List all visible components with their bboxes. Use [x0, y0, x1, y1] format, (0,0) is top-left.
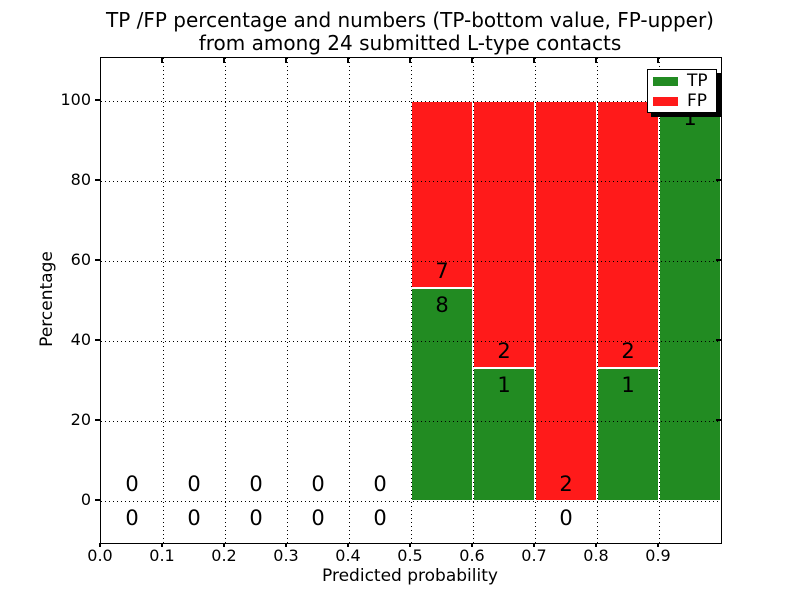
fp-count-label: 0 — [249, 472, 263, 496]
tp-count-label: 0 — [249, 506, 263, 530]
fp-bar-segment — [535, 101, 597, 501]
chart-title: TP /FP percentage and numbers (TP-bottom… — [100, 9, 720, 55]
gridline-vertical — [225, 58, 226, 543]
fp-count-label: 0 — [187, 472, 201, 496]
x-tick-label: 0.1 — [149, 546, 175, 565]
tp-bar-segment — [659, 101, 721, 501]
legend-item-tp: TP — [653, 70, 710, 91]
x-tick-top — [223, 58, 225, 63]
gridline-horizontal — [101, 261, 721, 262]
y-tick-right — [716, 179, 721, 181]
fp-count-label: 0 — [125, 472, 139, 496]
gridline-vertical — [597, 58, 598, 543]
gridline-horizontal — [101, 421, 721, 422]
x-tick-top — [161, 58, 163, 63]
tp-count-label: 0 — [311, 506, 325, 530]
gridline-horizontal — [101, 181, 721, 182]
chart-title-line2: from among 24 submitted L-type contacts — [198, 31, 622, 55]
gridline-vertical — [163, 58, 164, 543]
y-tick-right — [716, 339, 721, 341]
legend-item-fp: FP — [653, 90, 710, 111]
tp-count-label: 0 — [125, 506, 139, 530]
x-tick-label: 0.0 — [87, 546, 113, 565]
x-tick — [595, 543, 597, 547]
x-tick-label: 0.7 — [521, 546, 547, 565]
fp-count-label: 2 — [621, 339, 635, 363]
fp-legend-swatch-icon — [653, 96, 678, 106]
tp-count-label: 8 — [435, 293, 449, 317]
fp-count-label: 0 — [311, 472, 325, 496]
tp-legend-swatch-icon — [653, 76, 678, 86]
gridline-vertical — [411, 58, 412, 543]
y-tick — [95, 99, 100, 101]
x-tick-label: 0.8 — [583, 546, 609, 565]
x-tick-label: 0.6 — [459, 546, 485, 565]
gridline-vertical — [287, 58, 288, 543]
tp-count-label: 0 — [187, 506, 201, 530]
y-tick — [95, 339, 100, 341]
x-tick-top — [285, 58, 287, 63]
x-axis-label: Predicted probability — [322, 566, 498, 586]
x-tick-label: 0.2 — [211, 546, 237, 565]
y-tick-right — [716, 259, 721, 261]
fp-count-label: 2 — [559, 472, 573, 496]
y-tick — [95, 499, 100, 501]
tp-legend-label: TP — [687, 70, 708, 91]
fp-bar-segment — [597, 101, 659, 368]
tp-count-label: 0 — [559, 506, 573, 530]
x-tick — [347, 543, 349, 547]
x-tick — [409, 543, 411, 547]
y-tick — [95, 419, 100, 421]
gridline-vertical — [473, 58, 474, 543]
x-tick-label: 0.9 — [645, 546, 671, 565]
x-tick-top — [471, 58, 473, 63]
x-tick-top — [657, 58, 659, 63]
fp-legend-label: FP — [687, 90, 708, 111]
gridline-vertical — [659, 58, 660, 543]
x-tick — [223, 543, 225, 547]
y-tick-label: 40 — [70, 330, 91, 349]
gridline-horizontal — [101, 101, 721, 102]
gridline-horizontal — [101, 341, 721, 342]
x-tick-top — [409, 58, 411, 63]
tp-bar-segment — [473, 368, 535, 501]
tp-count-label: 0 — [373, 506, 387, 530]
x-tick-label: 0.4 — [335, 546, 361, 565]
y-tick-label: 60 — [70, 250, 91, 269]
x-tick-label: 0.5 — [397, 546, 423, 565]
x-tick-top — [533, 58, 535, 63]
gridline-vertical — [349, 58, 350, 543]
tp-count-label: 1 — [497, 373, 511, 397]
x-tick — [99, 543, 101, 547]
fp-count-label: 2 — [497, 339, 511, 363]
fp-bar-segment — [473, 101, 535, 368]
tp-count-label: 1 — [621, 373, 635, 397]
y-tick — [95, 179, 100, 181]
x-tick — [533, 543, 535, 547]
x-tick — [657, 543, 659, 547]
tp-bar-segment — [411, 288, 473, 501]
y-tick-label: 20 — [70, 410, 91, 429]
x-tick-label: 0.3 — [273, 546, 299, 565]
gridline-vertical — [535, 58, 536, 543]
plot-area: TP FP 00000000007821202101 — [100, 57, 722, 544]
x-tick — [161, 543, 163, 547]
x-tick — [471, 543, 473, 547]
y-tick-right — [716, 419, 721, 421]
y-tick-label: 0 — [80, 490, 91, 509]
fp-count-label: 0 — [373, 472, 387, 496]
y-tick — [95, 259, 100, 261]
gridline-horizontal — [101, 501, 721, 502]
x-tick-top — [595, 58, 597, 63]
chart-title-line1: TP /FP percentage and numbers (TP-bottom… — [106, 8, 714, 32]
fp-count-label: 7 — [435, 259, 449, 283]
y-tick-label: 80 — [70, 170, 91, 189]
y-tick-label: 100 — [60, 90, 91, 109]
x-tick — [285, 543, 287, 547]
x-tick-top — [347, 58, 349, 63]
legend: TP FP — [647, 69, 717, 113]
